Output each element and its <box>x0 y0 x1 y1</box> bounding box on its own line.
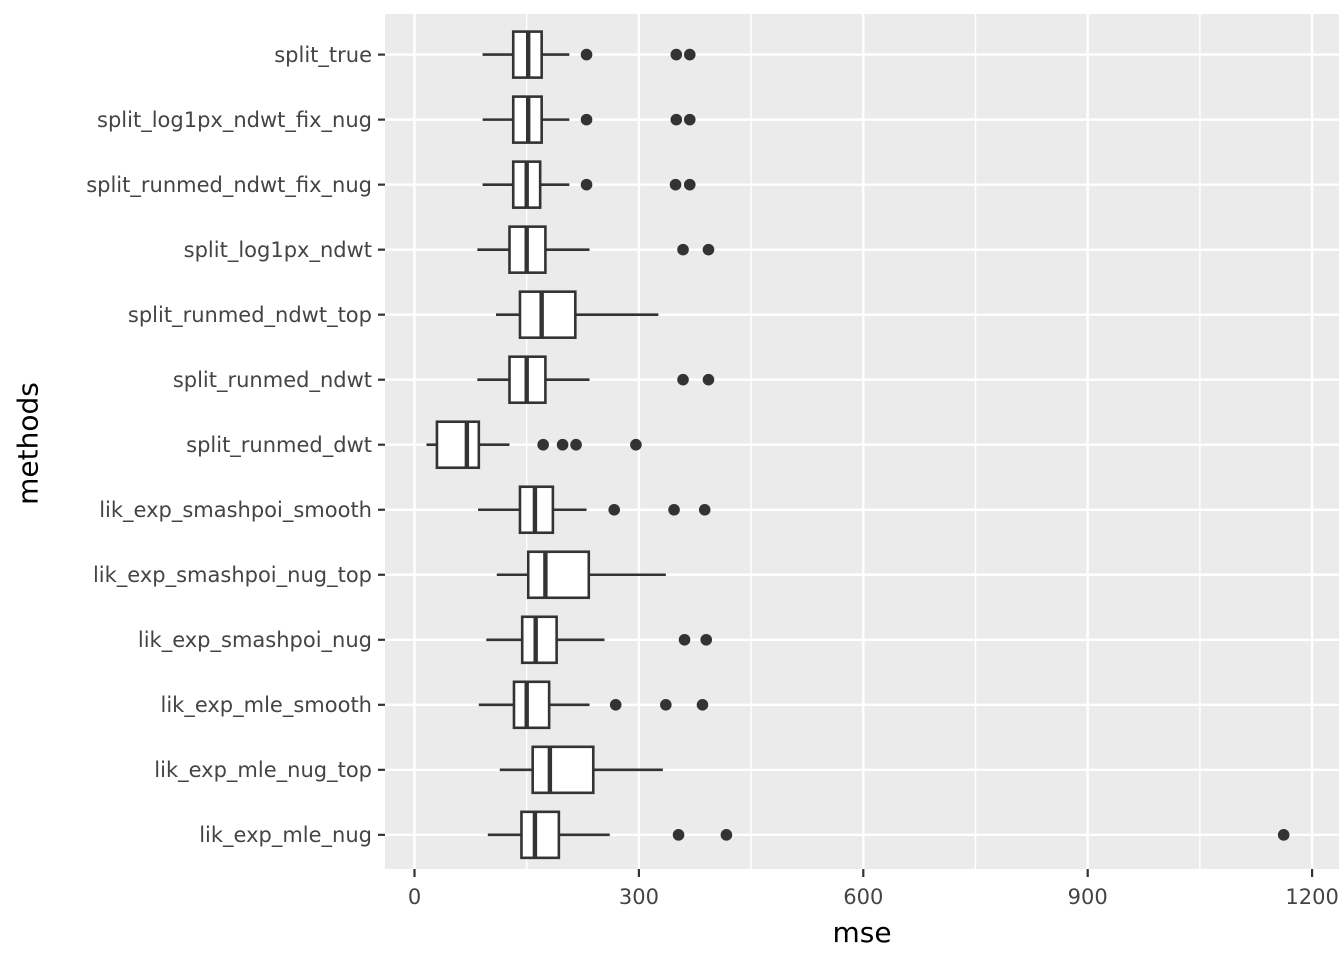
outlier-point <box>669 178 682 191</box>
y-tick-label: split_runmed_dwt <box>186 432 372 457</box>
x-tick-label: 600 <box>843 885 884 909</box>
iqr-box <box>520 615 558 665</box>
x-tick-label: 300 <box>618 885 659 909</box>
y-tick-label: split_log1px_ndwt_fix_nug <box>97 107 372 132</box>
iqr-box <box>518 290 577 339</box>
outlier-point <box>683 178 696 191</box>
outlier-point <box>580 48 593 61</box>
y-tick-label: split_log1px_ndwt <box>183 237 372 262</box>
x-tick-label: 1200 <box>1285 885 1339 909</box>
iqr-box <box>512 680 551 730</box>
y-tick-label: split_runmed_ndwt <box>172 367 372 392</box>
y-tick-label: split_runmed_ndwt_fix_nug <box>86 172 372 197</box>
y-tick-label: lik_exp_smashpoi_nug <box>137 627 372 652</box>
y-tick-label: split_runmed_ndwt_top <box>127 302 372 327</box>
outlier-point <box>580 113 593 126</box>
outlier-point <box>696 699 709 711</box>
x-axis-title: mse <box>832 916 892 949</box>
outlier-point <box>630 438 642 451</box>
iqr-box <box>435 420 481 470</box>
y-tick-label: lik_exp_mle_smooth <box>160 692 373 717</box>
y-tick-label: split_true <box>274 42 372 67</box>
y-tick-label: lik_exp_mle_nug_top <box>154 757 372 782</box>
x-tick-label: 0 <box>407 885 422 909</box>
outlier-point <box>702 373 715 386</box>
iqr-box <box>531 745 595 795</box>
outlier-point <box>570 438 582 451</box>
outlier-point <box>677 243 689 256</box>
outlier-point <box>720 829 733 841</box>
outlier-point <box>700 633 713 646</box>
y-tick-label: lik_exp_mle_nug <box>199 822 372 847</box>
outlier-point <box>670 113 683 126</box>
outlier-point <box>1277 829 1290 841</box>
iqr-box <box>526 550 591 600</box>
outlier-point <box>677 373 689 386</box>
x-tick-label: 900 <box>1067 885 1108 909</box>
iqr-box <box>520 810 561 860</box>
outlier-point <box>580 178 593 191</box>
outlier-point <box>698 503 711 516</box>
outlier-point <box>537 438 549 451</box>
outlier-point <box>672 829 685 841</box>
outlier-point <box>678 633 691 646</box>
y-tick-label: lik_exp_smashpoi_smooth <box>99 497 372 522</box>
y-tick-label: lik_exp_smashpoi_nug_top <box>92 562 372 587</box>
y-axis-title: methods <box>11 382 45 505</box>
outlier-point <box>668 503 680 516</box>
outlier-point <box>556 438 569 451</box>
outlier-point <box>660 699 672 711</box>
outlier-point <box>683 48 696 61</box>
outlier-point <box>609 699 622 711</box>
outlier-point <box>702 243 715 256</box>
outlier-point <box>608 503 621 516</box>
outlier-point <box>683 113 696 126</box>
outlier-point <box>670 48 683 61</box>
